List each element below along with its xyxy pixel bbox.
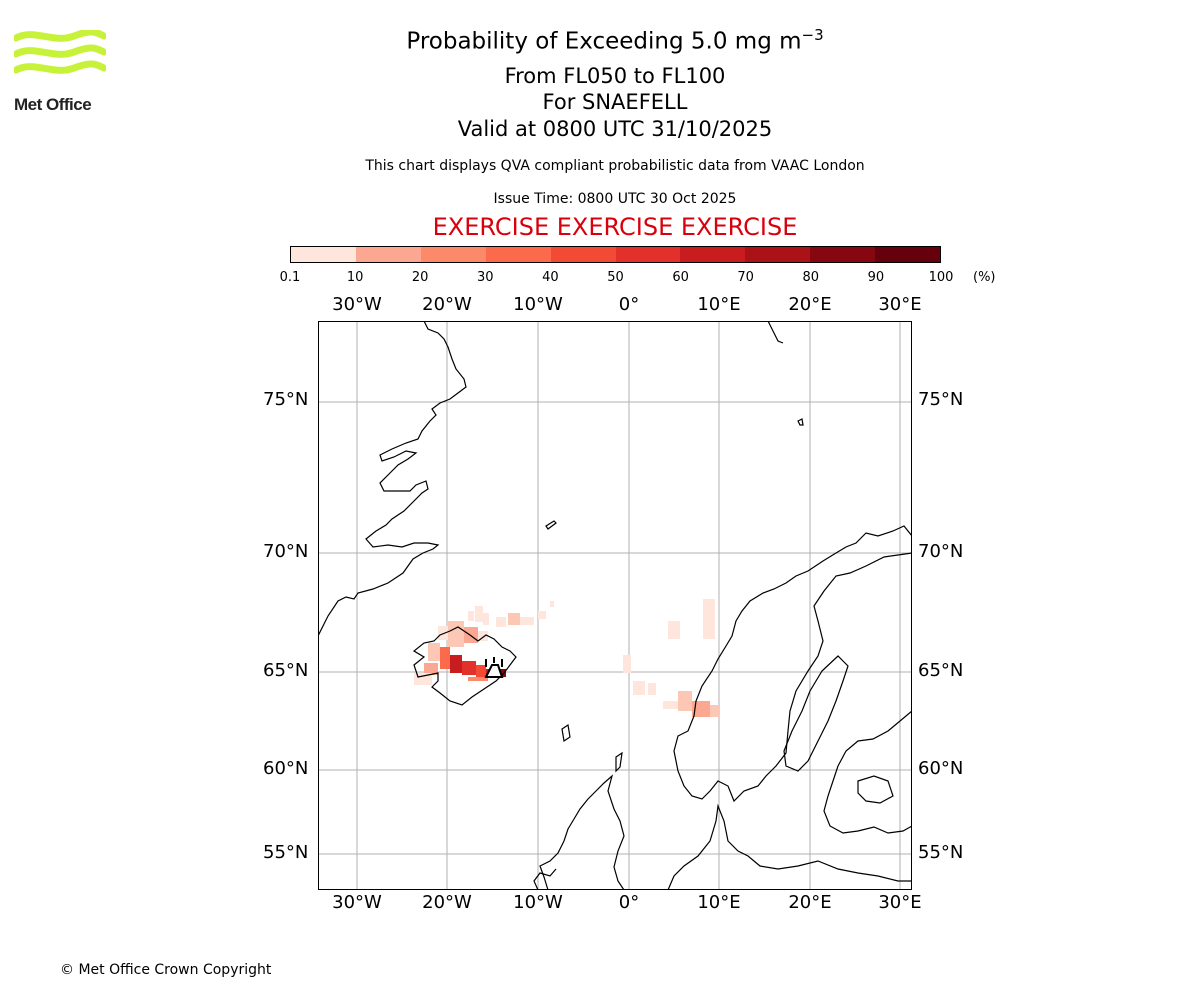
map-panel: [318, 321, 912, 890]
logo-text: Met Office: [14, 95, 92, 114]
volcano-line: For SNAEFELL: [542, 90, 688, 114]
colorbar-tick-label: 40: [542, 270, 559, 285]
colorbar-segment: [550, 247, 616, 262]
graticule: [318, 321, 912, 890]
lon-label-bottom: 20°E: [788, 892, 832, 913]
colorbar-tick-label: 30: [477, 270, 494, 285]
coastlines: [318, 321, 912, 890]
volcano-marker: [484, 657, 504, 678]
colorbar-tick-label: 10: [346, 270, 364, 285]
colorbar-segment: [420, 247, 486, 262]
lon-label-top: 20°E: [788, 294, 832, 315]
lat-label-left: 65°N: [263, 660, 309, 681]
lon-label-top: 30°E: [878, 294, 922, 315]
exercise-banner: EXERCISE EXERCISE EXERCISE: [432, 213, 798, 241]
probability-colorbar: [290, 246, 941, 263]
colorbar-tick-label: 90: [867, 270, 885, 285]
title-main: Probability of Exceeding 5.0 mg m: [406, 28, 802, 55]
colorbar-unit: (%): [973, 270, 996, 285]
colorbar-tick-label: 20: [411, 270, 429, 285]
lon-label-top: 0°: [618, 294, 640, 315]
title-superscript: −3: [801, 26, 824, 44]
lat-label-left: 70°N: [263, 541, 309, 562]
lon-label-top: 30°W: [332, 294, 382, 315]
lon-label-top: 10°W: [513, 294, 563, 315]
colorbar-segment: [680, 247, 746, 262]
lon-label-bottom: 10°W: [513, 892, 563, 913]
lat-label-left: 60°N: [263, 758, 309, 779]
lat-label-right: 70°N: [918, 541, 964, 562]
colorbar-tick-label: 0.1: [279, 270, 301, 285]
colorbar-tick-label: 100: [928, 270, 954, 285]
lon-label-bottom: 10°E: [697, 892, 741, 913]
lon-label-top: 20°W: [422, 294, 472, 315]
lon-label-bottom: 20°W: [422, 892, 472, 913]
lon-label-bottom: 30°W: [332, 892, 382, 913]
met-office-wave-icon: [12, 28, 108, 74]
colorbar-tick-label: 70: [737, 270, 754, 285]
colorbar-segment: [485, 247, 551, 262]
map-frame: [318, 321, 912, 890]
lat-label-right: 65°N: [918, 660, 964, 681]
chart-title: Probability of Exceeding 5.0 mg m−3: [0, 26, 1200, 55]
lat-label-right: 55°N: [918, 842, 964, 863]
lat-label-right: 60°N: [918, 758, 964, 779]
colorbar-segment: [291, 247, 356, 262]
colorbar-segment: [875, 247, 941, 262]
met-office-logo: Met Office: [12, 28, 108, 114]
lon-label-top: 10°E: [697, 294, 741, 315]
issue-time: Issue Time: 0800 UTC 30 Oct 2025: [493, 191, 737, 207]
colorbar-tick-label: 80: [802, 270, 820, 285]
lat-label-left: 55°N: [263, 842, 309, 863]
colorbar-segment: [745, 247, 811, 262]
lon-label-bottom: 0°: [618, 892, 640, 913]
colorbar-segment: [355, 247, 421, 262]
lon-label-bottom: 30°E: [878, 892, 922, 913]
map-background: [318, 321, 912, 890]
lat-label-right: 75°N: [918, 389, 964, 410]
colorbar-tick-label: 50: [607, 270, 624, 285]
lat-label-left: 75°N: [263, 389, 309, 410]
probability-field: [414, 599, 720, 717]
qva-note: This chart displays QVA compliant probab…: [365, 158, 865, 174]
colorbar-tick-label: 60: [672, 270, 689, 285]
copyright-notice: © Met Office Crown Copyright: [60, 962, 272, 978]
colorbar-segment: [615, 247, 681, 262]
flight-level-line: From FL050 to FL100: [504, 64, 726, 88]
colorbar-segment: [810, 247, 876, 262]
valid-time-line: Valid at 0800 UTC 31/10/2025: [457, 117, 773, 141]
